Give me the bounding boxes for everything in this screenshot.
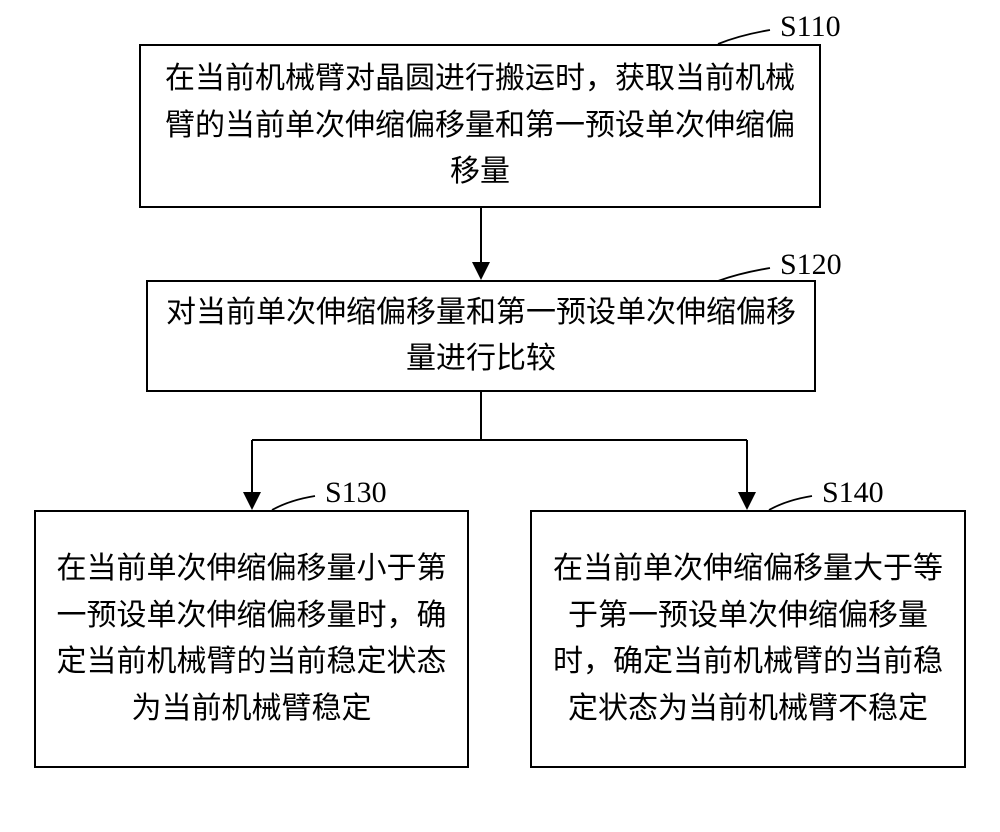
flow-node-s140: 在当前单次伸缩偏移量大于等于第一预设单次伸缩偏移量时，确定当前机械臂的当前稳定状… [530, 510, 966, 768]
flow-node-text: 在当前单次伸缩偏移量大于等于第一预设单次伸缩偏移量时，确定当前机械臂的当前稳定状… [548, 546, 948, 732]
flow-node-s130: 在当前单次伸缩偏移量小于第一预设单次伸缩偏移量时，确定当前机械臂的当前稳定状态为… [34, 510, 469, 768]
step-label-s140: S140 [822, 476, 884, 510]
flow-node-text: 对当前单次伸缩偏移量和第一预设单次伸缩偏移量进行比较 [164, 290, 798, 383]
flow-node-s110: 在当前机械臂对晶圆进行搬运时，获取当前机械臂的当前单次伸缩偏移量和第一预设单次伸… [139, 44, 821, 208]
flow-node-text: 在当前机械臂对晶圆进行搬运时，获取当前机械臂的当前单次伸缩偏移量和第一预设单次伸… [157, 56, 803, 196]
step-label-s120: S120 [780, 248, 842, 282]
flow-node-s120: 对当前单次伸缩偏移量和第一预设单次伸缩偏移量进行比较 [146, 280, 816, 392]
flowchart-container: S110 在当前机械臂对晶圆进行搬运时，获取当前机械臂的当前单次伸缩偏移量和第一… [0, 0, 1000, 832]
step-label-s130: S130 [325, 476, 387, 510]
step-label-s110: S110 [780, 10, 841, 44]
flow-node-text: 在当前单次伸缩偏移量小于第一预设单次伸缩偏移量时，确定当前机械臂的当前稳定状态为… [52, 546, 451, 732]
